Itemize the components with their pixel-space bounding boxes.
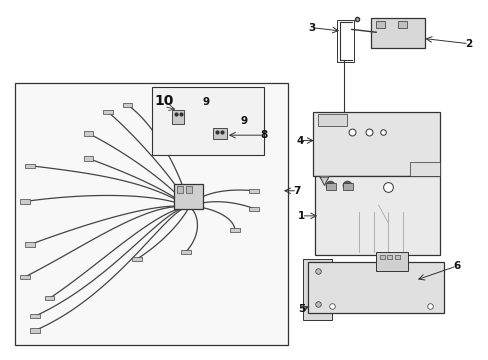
Bar [132, 257, 142, 261]
Bar [83, 131, 93, 135]
Bar [317, 114, 346, 126]
Bar [181, 249, 190, 254]
Bar [173, 184, 203, 209]
Bar [30, 314, 40, 319]
Bar [152, 87, 264, 155]
Bar [25, 242, 35, 247]
Bar [20, 199, 30, 204]
Bar [336, 21, 353, 62]
Bar [375, 21, 384, 28]
Bar [394, 255, 399, 259]
Bar [249, 207, 259, 211]
Bar [122, 103, 132, 107]
Bar [397, 21, 406, 28]
Bar [176, 186, 182, 193]
Text: 4: 4 [296, 136, 303, 145]
Bar [370, 18, 424, 48]
Bar [103, 110, 113, 114]
Bar [44, 296, 54, 301]
Polygon shape [320, 177, 328, 185]
Text: 7: 7 [293, 186, 300, 196]
Bar [229, 228, 239, 232]
Text: 9: 9 [241, 116, 247, 126]
Bar [307, 262, 444, 313]
Bar [303, 259, 331, 320]
Text: 3: 3 [307, 23, 315, 33]
Bar [342, 183, 352, 190]
Bar [375, 252, 407, 271]
Text: 1: 1 [297, 211, 305, 221]
Bar [15, 83, 288, 345]
Bar [386, 255, 391, 259]
Bar [249, 189, 259, 193]
Text: 5: 5 [298, 304, 305, 314]
Text: 8: 8 [260, 130, 267, 140]
Text: 6: 6 [452, 261, 459, 271]
Bar [325, 183, 335, 190]
Text: 10: 10 [154, 94, 173, 108]
Bar [315, 176, 439, 255]
Bar [409, 162, 439, 176]
Bar [20, 275, 30, 279]
Text: 9: 9 [203, 97, 210, 107]
Bar [212, 128, 227, 139]
Bar [186, 186, 192, 193]
Bar [172, 110, 183, 125]
Bar [30, 328, 40, 333]
Bar [379, 255, 384, 259]
Bar [83, 156, 93, 161]
Bar [312, 112, 439, 176]
Text: 2: 2 [464, 39, 471, 49]
Bar [25, 163, 35, 168]
